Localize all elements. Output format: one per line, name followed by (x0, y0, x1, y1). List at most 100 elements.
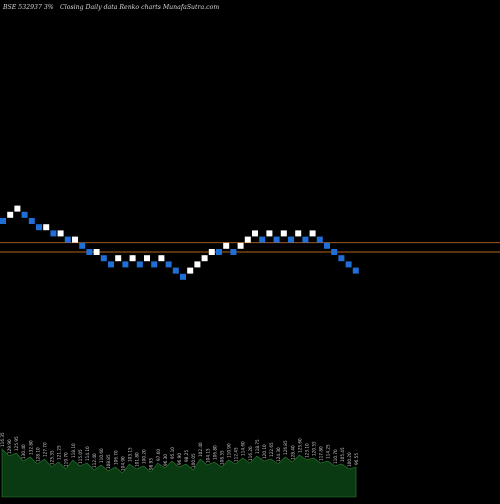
volume-label-3: 130.40 (21, 444, 26, 459)
volume-label-15: 108.85 (106, 454, 111, 469)
volume-label-12: 114.10 (85, 446, 90, 461)
volume-label-2: 125.95 (14, 436, 19, 451)
renko-brick-22 (158, 255, 165, 262)
renko-brick-13 (93, 249, 100, 255)
renko-brick-11 (79, 242, 86, 249)
renko-brick-12 (86, 249, 93, 255)
renko-brick-24 (172, 267, 179, 274)
chart-subtitle: Closing Daily data Renko charts MunafaSu… (60, 4, 220, 11)
chart-symbol: BSE 532937 3% (3, 4, 54, 11)
renko-brick-8 (57, 230, 64, 237)
volume-label-16: 106.70 (113, 450, 118, 465)
renko-brick-2 (14, 205, 21, 212)
renko-brick-27 (194, 261, 201, 268)
volume-label-26: 98.25 (184, 450, 189, 462)
volume-label-43: 123.10 (304, 443, 309, 458)
renko-brick-34 (244, 236, 251, 243)
renko-brick-42 (302, 236, 309, 243)
renko-brick-3 (21, 211, 28, 218)
renko-brick-5 (36, 224, 42, 231)
volume-label-44: 120.55 (312, 441, 317, 456)
volume-label-42: 125.60 (297, 438, 302, 453)
volume-label-40: 126.85 (283, 440, 288, 455)
renko-brick-38 (273, 236, 280, 243)
renko-brick-15 (108, 261, 114, 268)
volume-label-37: 120.10 (262, 444, 267, 459)
volume-label-22: 97.60 (156, 449, 161, 461)
renko-brick-44 (316, 236, 323, 243)
renko-brick-31 (223, 242, 230, 249)
volume-label-24: 95.10 (170, 447, 175, 459)
volume-label-36: 118.75 (255, 439, 260, 454)
volume-label-27: 100.05 (191, 453, 196, 468)
volume-label-10: 118.10 (71, 443, 76, 458)
renko-brick-25 (180, 273, 186, 280)
renko-brick-23 (165, 261, 172, 268)
renko-brick-1 (7, 211, 14, 218)
volume-label-21: 98.95 (149, 458, 154, 470)
renko-brick-0 (0, 218, 6, 224)
volume-label-23: 96.30 (163, 454, 168, 466)
volume-area (1, 448, 357, 498)
renko-brick-26 (187, 267, 194, 274)
renko-brick-45 (324, 242, 330, 249)
volume-label-46: 114.25 (326, 444, 331, 459)
renko-brick-46 (331, 249, 338, 255)
volume-label-41: 128.40 (290, 445, 295, 460)
renko-brick-49 (352, 267, 359, 274)
renko-brick-39 (280, 230, 287, 237)
renko-brick-33 (237, 242, 244, 249)
volume-label-29: 104.15 (205, 448, 210, 463)
volume-label-49: 100.20 (347, 452, 352, 467)
volume-label-39: 124.30 (276, 447, 281, 462)
volume-label-50: 96.55 (354, 453, 359, 465)
volume-label-31: 108.35 (219, 450, 224, 465)
volume-label-14: 110.60 (99, 448, 104, 463)
renko-brick-4 (28, 218, 35, 224)
renko-brick-29 (208, 249, 215, 255)
renko-brick-40 (288, 236, 294, 243)
renko-brick-43 (309, 230, 316, 237)
volume-label-18: 103.15 (127, 447, 132, 462)
renko-brick-48 (345, 261, 352, 268)
renko-brick-20 (144, 255, 150, 262)
volume-label-9: 119.70 (64, 452, 69, 467)
volume-label-48: 105.45 (340, 447, 345, 462)
volume-label-1: 129.90 (7, 439, 12, 454)
volume-label-11: 115.05 (78, 449, 83, 464)
renko-brick-21 (151, 261, 158, 268)
volume-label-20: 100.20 (142, 449, 147, 464)
renko-brick-16 (115, 255, 122, 262)
renko-brick-7 (50, 230, 57, 237)
volume-label-45: 117.80 (319, 446, 324, 461)
volume-label-17: 104.90 (120, 456, 125, 471)
renko-brick-30 (216, 249, 222, 255)
volume-label-38: 122.65 (269, 442, 274, 457)
volume-label-32: 110.90 (227, 443, 232, 458)
renko-brick-37 (266, 230, 273, 237)
volume-label-6: 127.70 (42, 442, 47, 457)
renko-brick-14 (100, 255, 107, 262)
volume-label-35: 116.20 (248, 446, 253, 461)
volume-label-5: 128.10 (35, 447, 40, 462)
volume-label-4: 132.80 (28, 440, 33, 455)
volume-label-25: 96.90 (177, 453, 182, 465)
volume-label-19: 101.80 (135, 452, 140, 467)
volume-label-30: 106.80 (212, 445, 217, 460)
volume-label-34: 114.60 (241, 441, 246, 456)
volume-label-47: 110.70 (333, 449, 338, 464)
volume-label-13: 112.40 (92, 453, 97, 468)
renko-brick-6 (43, 224, 50, 231)
volume-label-8: 121.25 (57, 445, 62, 460)
renko-brick-35 (252, 230, 258, 237)
renko-brick-32 (230, 249, 237, 255)
renko-brick-17 (122, 261, 129, 268)
volume-label-28: 102.40 (198, 442, 203, 457)
renko-brick-41 (295, 230, 302, 237)
volume-label-7: 125.35 (50, 450, 55, 465)
renko-brick-18 (129, 255, 136, 262)
renko-brick-19 (136, 261, 143, 268)
volume-label-0: 116.35 (0, 432, 5, 447)
